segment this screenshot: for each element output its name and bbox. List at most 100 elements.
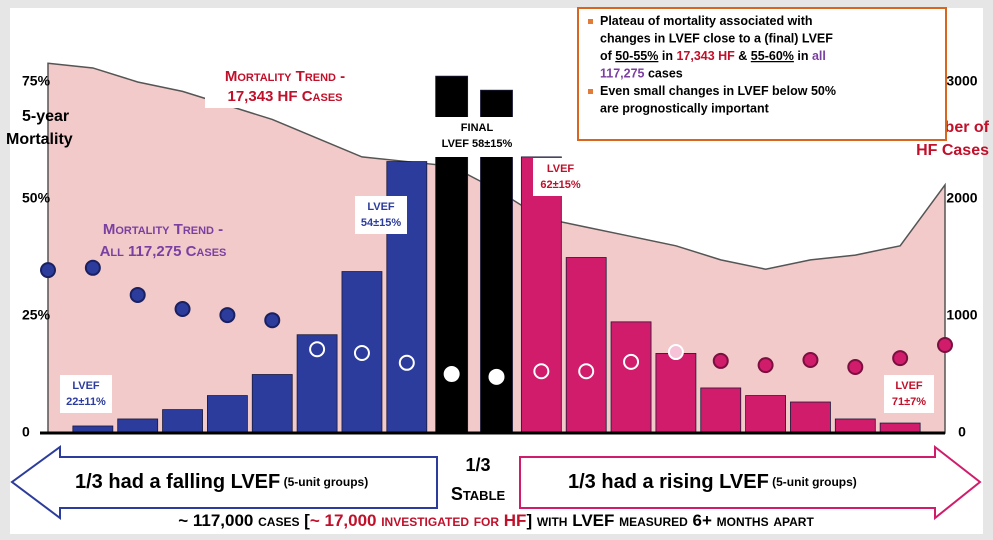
text-run: in <box>658 49 676 63</box>
bar <box>117 418 159 434</box>
bar <box>162 409 203 434</box>
bar <box>341 271 383 434</box>
text-run: ~ 17,000 investigated for HF <box>310 511 527 530</box>
annotation: LVEF 58±15% <box>442 138 513 150</box>
mortality-dot <box>174 300 191 317</box>
rising-note: (5-unit groups) <box>769 475 857 489</box>
bullet <box>588 19 593 24</box>
callout-line: Plateau of mortality associated with <box>600 14 813 28</box>
y-axis-title: 5-year <box>22 108 69 125</box>
text-run: 55-60% <box>751 49 794 63</box>
bar <box>520 156 562 434</box>
mortality-dot <box>847 359 864 376</box>
callout-line: are prognostically important <box>600 102 770 116</box>
callout-line: Even small changes in LVEF below 50% <box>600 84 836 98</box>
bar <box>296 334 338 434</box>
text-run: cases <box>645 67 683 81</box>
bullet <box>588 89 593 94</box>
series-label: Mortality Trend - <box>103 221 223 238</box>
falling-note: (5-unit groups) <box>280 475 368 489</box>
rising-label: 1/3 had a rising LVEF (5-unit groups) <box>568 471 857 493</box>
bar <box>834 418 876 434</box>
mortality-dot <box>667 344 684 361</box>
mortality-dot <box>309 341 326 358</box>
mortality-dot <box>937 337 953 354</box>
annotation: 54±15% <box>361 217 402 229</box>
rising-arrow <box>519 444 982 521</box>
annotation: LVEF <box>895 380 923 392</box>
text-run: 50-55% <box>615 49 658 63</box>
callout-line: of 50-55% in 17,343 HF & 55-60% in all <box>600 49 826 63</box>
annotation: FINAL <box>461 122 494 134</box>
stable-fraction: 1/3 <box>465 455 490 475</box>
y-tick-label: 0 <box>22 424 30 440</box>
text-run: 117,275 <box>600 67 645 81</box>
y2-axis-title: HF Cases <box>916 142 989 159</box>
annotation: LVEF <box>72 380 100 392</box>
text-run: 17,343 HF <box>676 49 735 63</box>
bar <box>745 395 786 434</box>
mortality-dot <box>40 262 56 279</box>
annotation: LVEF <box>547 163 575 175</box>
y2-tick-label: 2000 <box>946 190 977 206</box>
callout-box <box>577 7 947 141</box>
bar <box>655 353 697 434</box>
callout-line: 117,275 cases <box>600 67 683 81</box>
y-axis-title: Mortality <box>6 131 73 148</box>
mortality-dot <box>84 259 101 276</box>
series-label: All 117,275 Cases <box>100 243 227 260</box>
text-run: & <box>735 49 751 63</box>
mortality-dot <box>892 350 909 367</box>
footer: ~ 117,000 cases [~ 17,000 investigated f… <box>178 511 814 530</box>
mortality-dot <box>129 286 146 303</box>
mortality-dot <box>353 344 370 361</box>
falling-label: 1/3 had a falling LVEF (5-unit groups) <box>75 471 368 493</box>
mortality-dot <box>802 351 819 368</box>
y-tick-label: 50% <box>22 190 51 206</box>
annotation-box <box>355 196 407 234</box>
annotation: 62±15% <box>540 179 581 191</box>
y-tick-label: 75% <box>22 73 51 89</box>
rising-text: 1/3 had a rising LVEF <box>568 471 769 493</box>
bar <box>206 395 248 434</box>
bar <box>251 374 293 434</box>
series-label: 17,343 HF Cases <box>228 88 343 105</box>
y2-tick-label: 3000 <box>946 73 977 89</box>
mortality-dot <box>443 366 460 383</box>
text-run: Plateau of mortality associated with <box>600 14 813 28</box>
falling-arrow <box>10 445 438 520</box>
mortality-dot <box>757 357 774 374</box>
mortality-dot <box>578 363 595 380</box>
text-run: are prognostically important <box>600 102 770 116</box>
mortality-dot <box>623 353 640 370</box>
mortality-dot <box>219 307 236 324</box>
mortality-dot <box>533 363 550 380</box>
y2-tick-label: 1000 <box>946 307 977 323</box>
text-run: Even small changes in LVEF below 50% <box>600 84 836 98</box>
annotation-box <box>434 117 520 157</box>
annotation-box <box>884 375 934 413</box>
bar <box>700 387 742 434</box>
y2-tick-label: 0 <box>958 424 966 440</box>
text-run: in <box>794 49 812 63</box>
annotation: 71±7% <box>892 396 926 408</box>
bar <box>565 257 607 434</box>
bar <box>790 401 831 434</box>
label-box <box>205 62 365 108</box>
callout-line: changes in LVEF close to a (final) LVEF <box>600 32 833 46</box>
text-run: ] with LVEF measured 6+ months apart <box>526 511 814 530</box>
stable-label: Stable <box>451 484 506 504</box>
annotation-box <box>60 375 112 413</box>
falling-text: 1/3 had a falling LVEF <box>75 471 280 493</box>
annotation: 22±11% <box>66 396 106 408</box>
text-run: changes in LVEF close to a (final) LVEF <box>600 32 833 46</box>
annotation-box <box>533 158 588 196</box>
bar <box>610 321 652 434</box>
mortality-dot <box>398 354 415 371</box>
mortality-dot <box>488 368 505 385</box>
text-run: all <box>812 49 826 63</box>
mortality-dot <box>712 352 729 369</box>
text-run: ~ 117,000 cases [ <box>178 511 310 530</box>
y-tick-label: 25% <box>22 307 51 323</box>
